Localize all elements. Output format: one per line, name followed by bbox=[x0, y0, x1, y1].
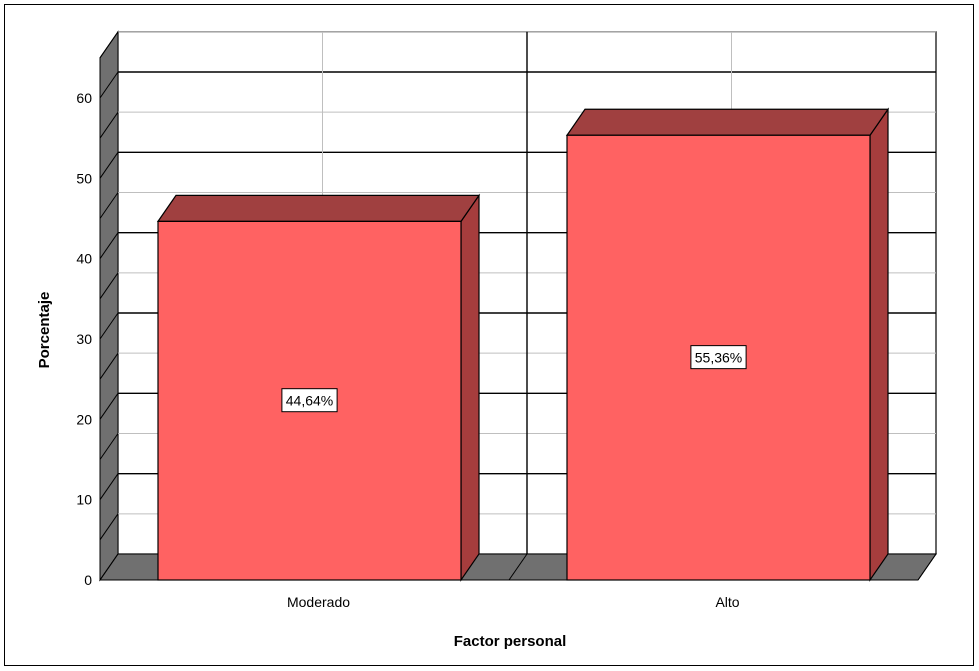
wall-gridline bbox=[99, 71, 119, 99]
x-tick-label: Moderado bbox=[287, 594, 350, 610]
y-tick-label: 0 bbox=[84, 572, 92, 588]
floor-separator bbox=[508, 553, 528, 581]
y-tick-label: 20 bbox=[76, 411, 92, 427]
y-tick-label: 50 bbox=[76, 170, 92, 186]
wall-gridline bbox=[99, 433, 119, 460]
y-axis-ticks: 0 10 20 30 40 50 60 bbox=[76, 90, 92, 588]
bar-top bbox=[565, 108, 890, 136]
bar-moderado: 44,64% bbox=[156, 193, 481, 582]
floor-separator bbox=[917, 553, 937, 581]
data-label: 55,36% bbox=[695, 350, 742, 366]
y-tick-label: 10 bbox=[76, 492, 92, 508]
wall-gridline bbox=[99, 312, 119, 340]
bars: 44,64% 55,36% bbox=[156, 107, 890, 582]
data-label-box bbox=[690, 345, 747, 370]
bar-side bbox=[869, 107, 889, 582]
wall-gridline bbox=[99, 393, 119, 420]
wall-gridline bbox=[99, 473, 119, 500]
wall-gridline bbox=[99, 31, 119, 59]
wall-gridline bbox=[99, 232, 119, 259]
wall-gridline bbox=[99, 272, 119, 300]
x-tick-label: Alto bbox=[715, 594, 739, 610]
x-axis-title: Factor personal bbox=[454, 633, 567, 650]
y-tick-label: 40 bbox=[76, 251, 92, 267]
data-label-box bbox=[281, 388, 338, 413]
x-axis-ticks: Moderado Alto bbox=[287, 594, 740, 610]
wall-gridline bbox=[99, 352, 119, 380]
wall-gridline bbox=[99, 152, 119, 179]
bar-side bbox=[460, 193, 480, 582]
wall-gridline bbox=[99, 513, 119, 541]
y-axis-title: Porcentaje bbox=[36, 292, 53, 369]
data-label: 44,64% bbox=[286, 393, 333, 409]
left-wall bbox=[99, 30, 119, 582]
bar-top bbox=[156, 194, 481, 222]
floor-separator bbox=[99, 553, 119, 581]
wall-gridline bbox=[99, 192, 119, 219]
y-tick-label: 60 bbox=[76, 90, 92, 106]
bar-alto: 55,36% bbox=[565, 107, 890, 582]
wall-gridline bbox=[99, 111, 119, 139]
y-tick-label: 30 bbox=[76, 331, 92, 347]
